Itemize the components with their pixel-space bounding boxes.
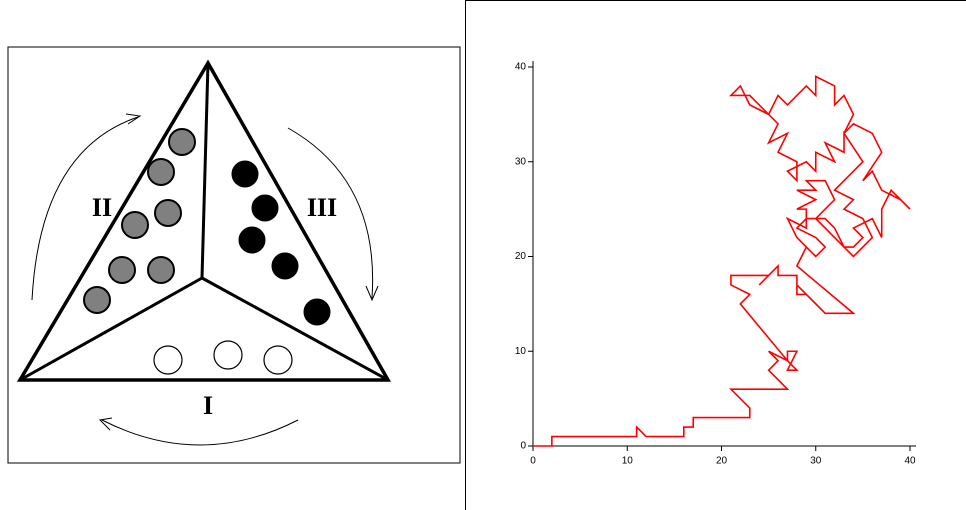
walk-line [533,75,911,447]
divider [201,276,389,382]
triangle [16,59,392,382]
x-tick-label: 10 [622,456,634,467]
region-label: III [307,193,337,222]
y-tick-label: 0 [520,441,526,452]
diagram [7,46,461,464]
chart: 0 10 20 30 40 0 10 20 30 40 [515,61,916,467]
arrowhead [365,285,379,302]
arrowhead [98,417,113,431]
arrow [287,127,374,299]
black-balls [231,160,331,326]
y-tick-label: 40 [515,62,527,73]
region-label: II [92,193,112,222]
arrowhead [125,113,142,125]
white-balls [153,340,293,375]
region-label: I [203,391,213,420]
y-tick-label: 30 [515,156,527,167]
x-tick-label: 20 [716,456,728,467]
arrow [101,419,299,446]
gray-balls [83,128,196,314]
x-tick-label: 0 [530,456,536,467]
diagram-frame [7,46,461,464]
chart-frame [465,0,966,510]
x-tick-label: 30 [810,456,822,467]
arrow [31,116,139,301]
y-tick-label: 10 [515,346,527,357]
y-tick-label: 20 [515,251,527,262]
x-tick-label: 40 [904,456,916,467]
